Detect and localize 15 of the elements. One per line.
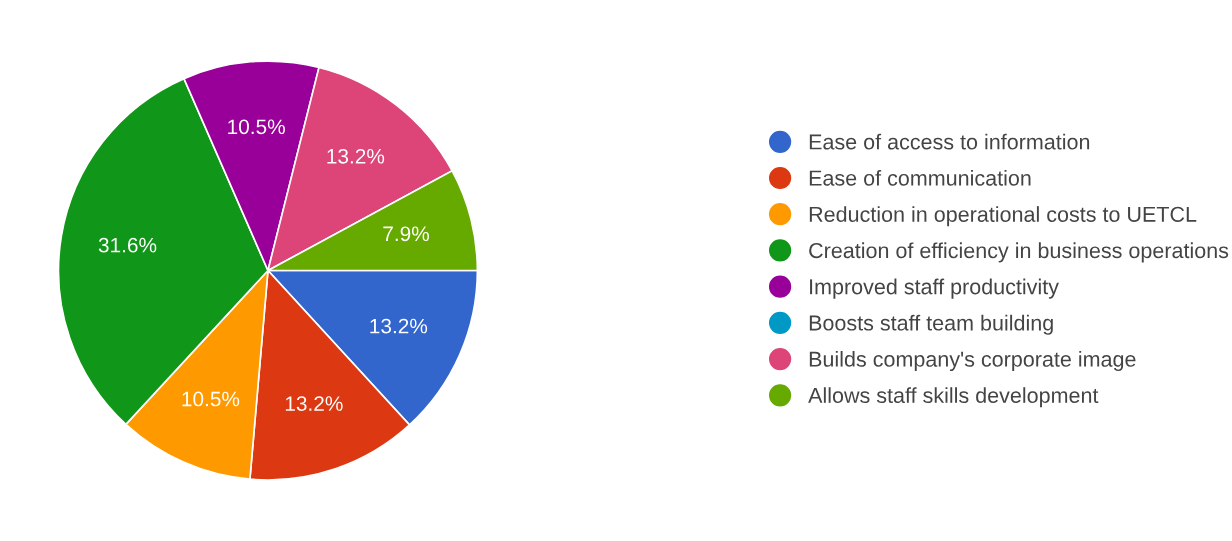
legend-label: Ease of access to information (809, 133, 1090, 150)
data-label: 7.9% (383, 226, 430, 242)
data-label: 31.6% (98, 237, 157, 253)
data-label: 13.2% (370, 318, 428, 334)
data-label: 10.5% (228, 119, 285, 135)
legend-label: Allows staff skills development (808, 387, 1099, 408)
legend-label: Improved staff productivity (810, 278, 1059, 299)
legend-label: Creation of efficiency in business operations (809, 242, 1229, 263)
legend-label: Builds company's corporate image (809, 351, 1136, 372)
legend-label: Boosts staff team building (809, 314, 1053, 335)
legend-label: Reduction in operational costs to UETCL (809, 206, 1197, 227)
data-label: 10.5% (182, 391, 240, 407)
legend-label: Ease of communication (809, 169, 1031, 186)
data-label: 13.2% (285, 396, 343, 411)
data-label: 13.2% (327, 148, 385, 164)
